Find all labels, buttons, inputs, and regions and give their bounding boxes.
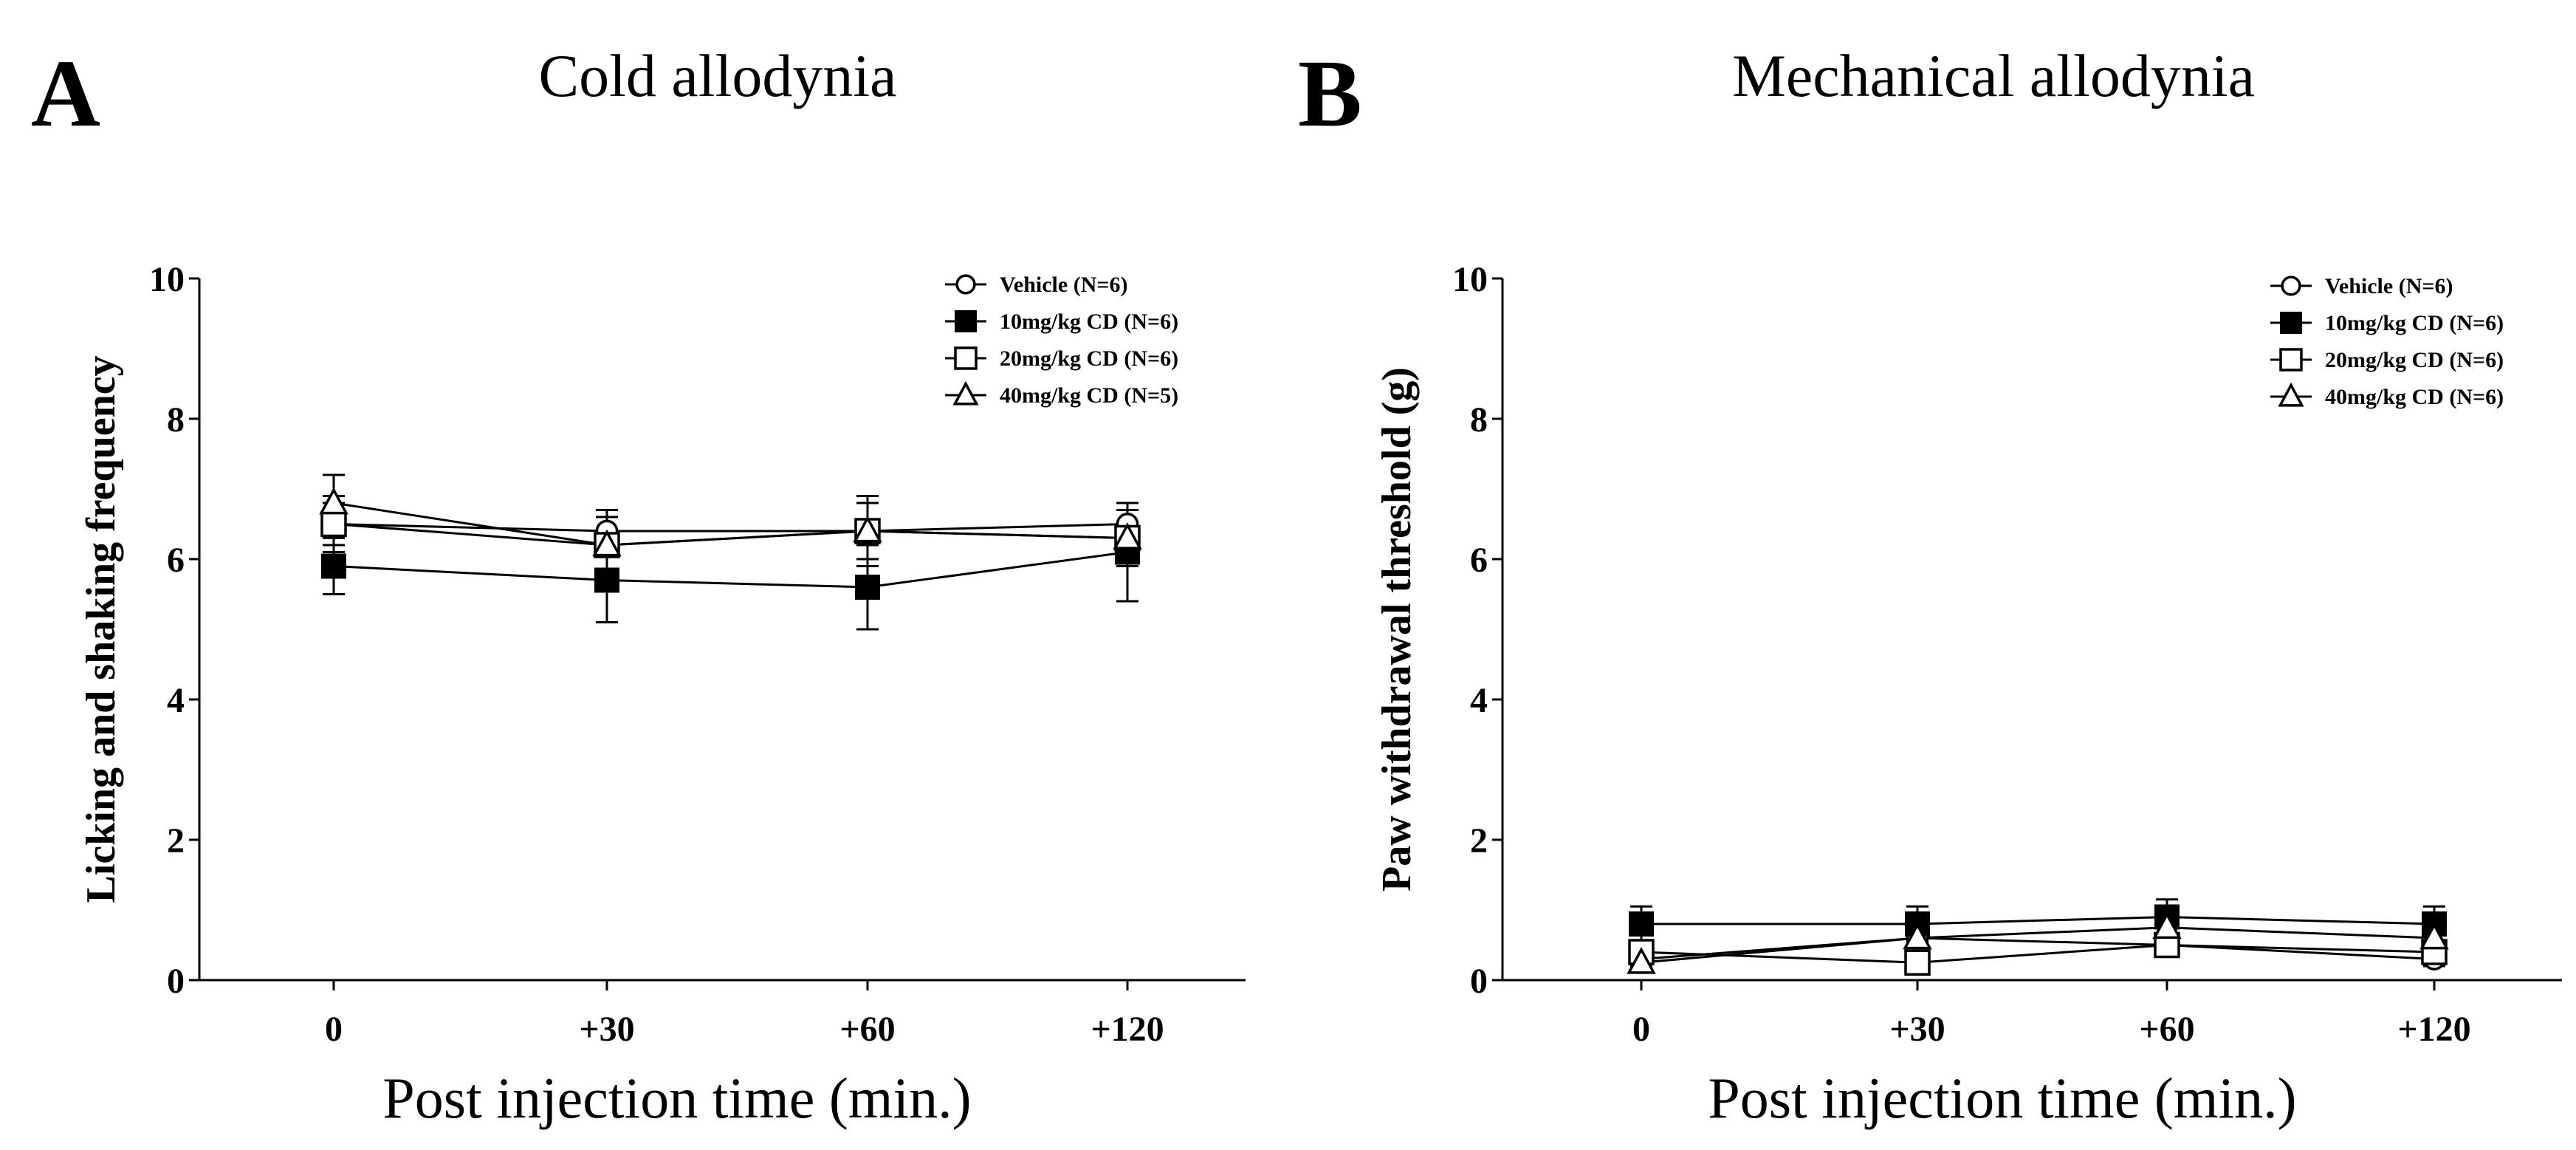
- x-tick-label-b-0: 0: [1632, 1010, 1650, 1049]
- y-tick-label-a-2: 4: [167, 681, 185, 720]
- x-tick-label-a-3: +120: [1090, 1010, 1164, 1049]
- data-point-a-1-1: [594, 567, 619, 593]
- data-point-b-1-0: [1629, 911, 1654, 937]
- panel-letter-b: B: [1298, 41, 1362, 147]
- data-point-b-2-1: [1904, 949, 1931, 976]
- legend-marker-b-1: [2280, 312, 2302, 334]
- y-tick-label-a-4: 8: [167, 400, 185, 439]
- data-point-b-3-3: [2419, 922, 2449, 950]
- chart-title-a: Cold allodynia: [538, 42, 897, 109]
- legend-marker-b-2: [2279, 348, 2303, 372]
- data-point-a-1-0: [321, 553, 346, 579]
- series-line-a-0: [333, 523, 1128, 533]
- y-tick-label-b-5: 10: [1452, 260, 1488, 299]
- y-tick-label-b-2: 4: [1470, 681, 1488, 720]
- data-point-a-3-0: [319, 487, 348, 515]
- data-point-a-2-0: [320, 510, 347, 538]
- panel-letter-a: A: [31, 41, 100, 147]
- legend-label-a-0: Vehicle (N=6): [1000, 273, 1127, 297]
- x-axis-label-a: Post injection time (min.): [382, 1066, 972, 1130]
- data-point-a-3-3: [1113, 522, 1142, 550]
- x-axis-label-b: Post injection time (min.): [1708, 1066, 2297, 1130]
- data-point-a-3-2: [853, 515, 882, 543]
- data-point-b-3-0: [1627, 946, 1656, 974]
- data-point-a-1-2: [855, 575, 880, 600]
- series-line-b-2: [1641, 943, 2435, 964]
- legend-marker-a-2: [954, 346, 978, 370]
- y-axis-label-b: Paw withdrawal threshold (g): [1374, 367, 1420, 891]
- legend-label-a-2: 20mg/kg CD (N=6): [1000, 346, 1178, 371]
- series-line-b-3: [1641, 926, 2435, 964]
- legend-marker-a-1: [955, 310, 977, 332]
- y-axis-label-a: Licking and shaking frequency: [78, 355, 124, 903]
- data-point-b-3-1: [1903, 922, 1932, 950]
- x-tick-label-a-0: 0: [325, 1010, 343, 1049]
- y-tick-label-a-5: 10: [149, 260, 185, 299]
- series-line-a-1: [333, 551, 1128, 589]
- y-tick-label-b-4: 8: [1470, 400, 1488, 439]
- legend-label-b-2: 20mg/kg CD (N=6): [2325, 348, 2504, 372]
- y-tick-label-b-0: 0: [1470, 962, 1488, 1001]
- x-tick-label-a-2: +60: [839, 1010, 895, 1049]
- legend-marker-b-3: [2278, 382, 2304, 407]
- data-point-b-3-2: [2152, 911, 2182, 939]
- series-line-a-3: [333, 502, 1128, 547]
- y-tick-label-a-1: 2: [167, 821, 185, 860]
- series-line-b-1: [1641, 915, 2435, 925]
- legend-marker-a-0: [955, 274, 976, 295]
- x-tick-label-b-2: +60: [2139, 1010, 2194, 1049]
- chart-title-b: Mechanical allodynia: [1731, 42, 2256, 109]
- y-tick-label-a-0: 0: [167, 962, 185, 1001]
- data-point-a-3-1: [592, 529, 622, 557]
- y-tick-label-b-1: 2: [1470, 821, 1488, 860]
- y-tick-label-a-3: 6: [167, 541, 185, 580]
- legend-label-b-3: 40mg/kg CD (N=6): [2325, 385, 2504, 409]
- x-tick-label-a-1: +30: [579, 1010, 634, 1049]
- legend-label-b-0: Vehicle (N=6): [2325, 274, 2453, 298]
- y-tick-label-b-3: 6: [1470, 541, 1488, 580]
- legend-label-a-3: 40mg/kg CD (N=5): [1000, 383, 1178, 408]
- series-line-b-0: [1641, 937, 2435, 960]
- legend-label-a-1: 10mg/kg CD (N=6): [1000, 309, 1178, 334]
- x-tick-label-b-1: +30: [1889, 1010, 1945, 1049]
- legend-marker-b-0: [2281, 275, 2301, 296]
- x-tick-label-b-3: +120: [2397, 1010, 2470, 1049]
- legend-marker-a-3: [952, 380, 979, 405]
- legend-label-b-1: 10mg/kg CD (N=6): [2325, 311, 2504, 335]
